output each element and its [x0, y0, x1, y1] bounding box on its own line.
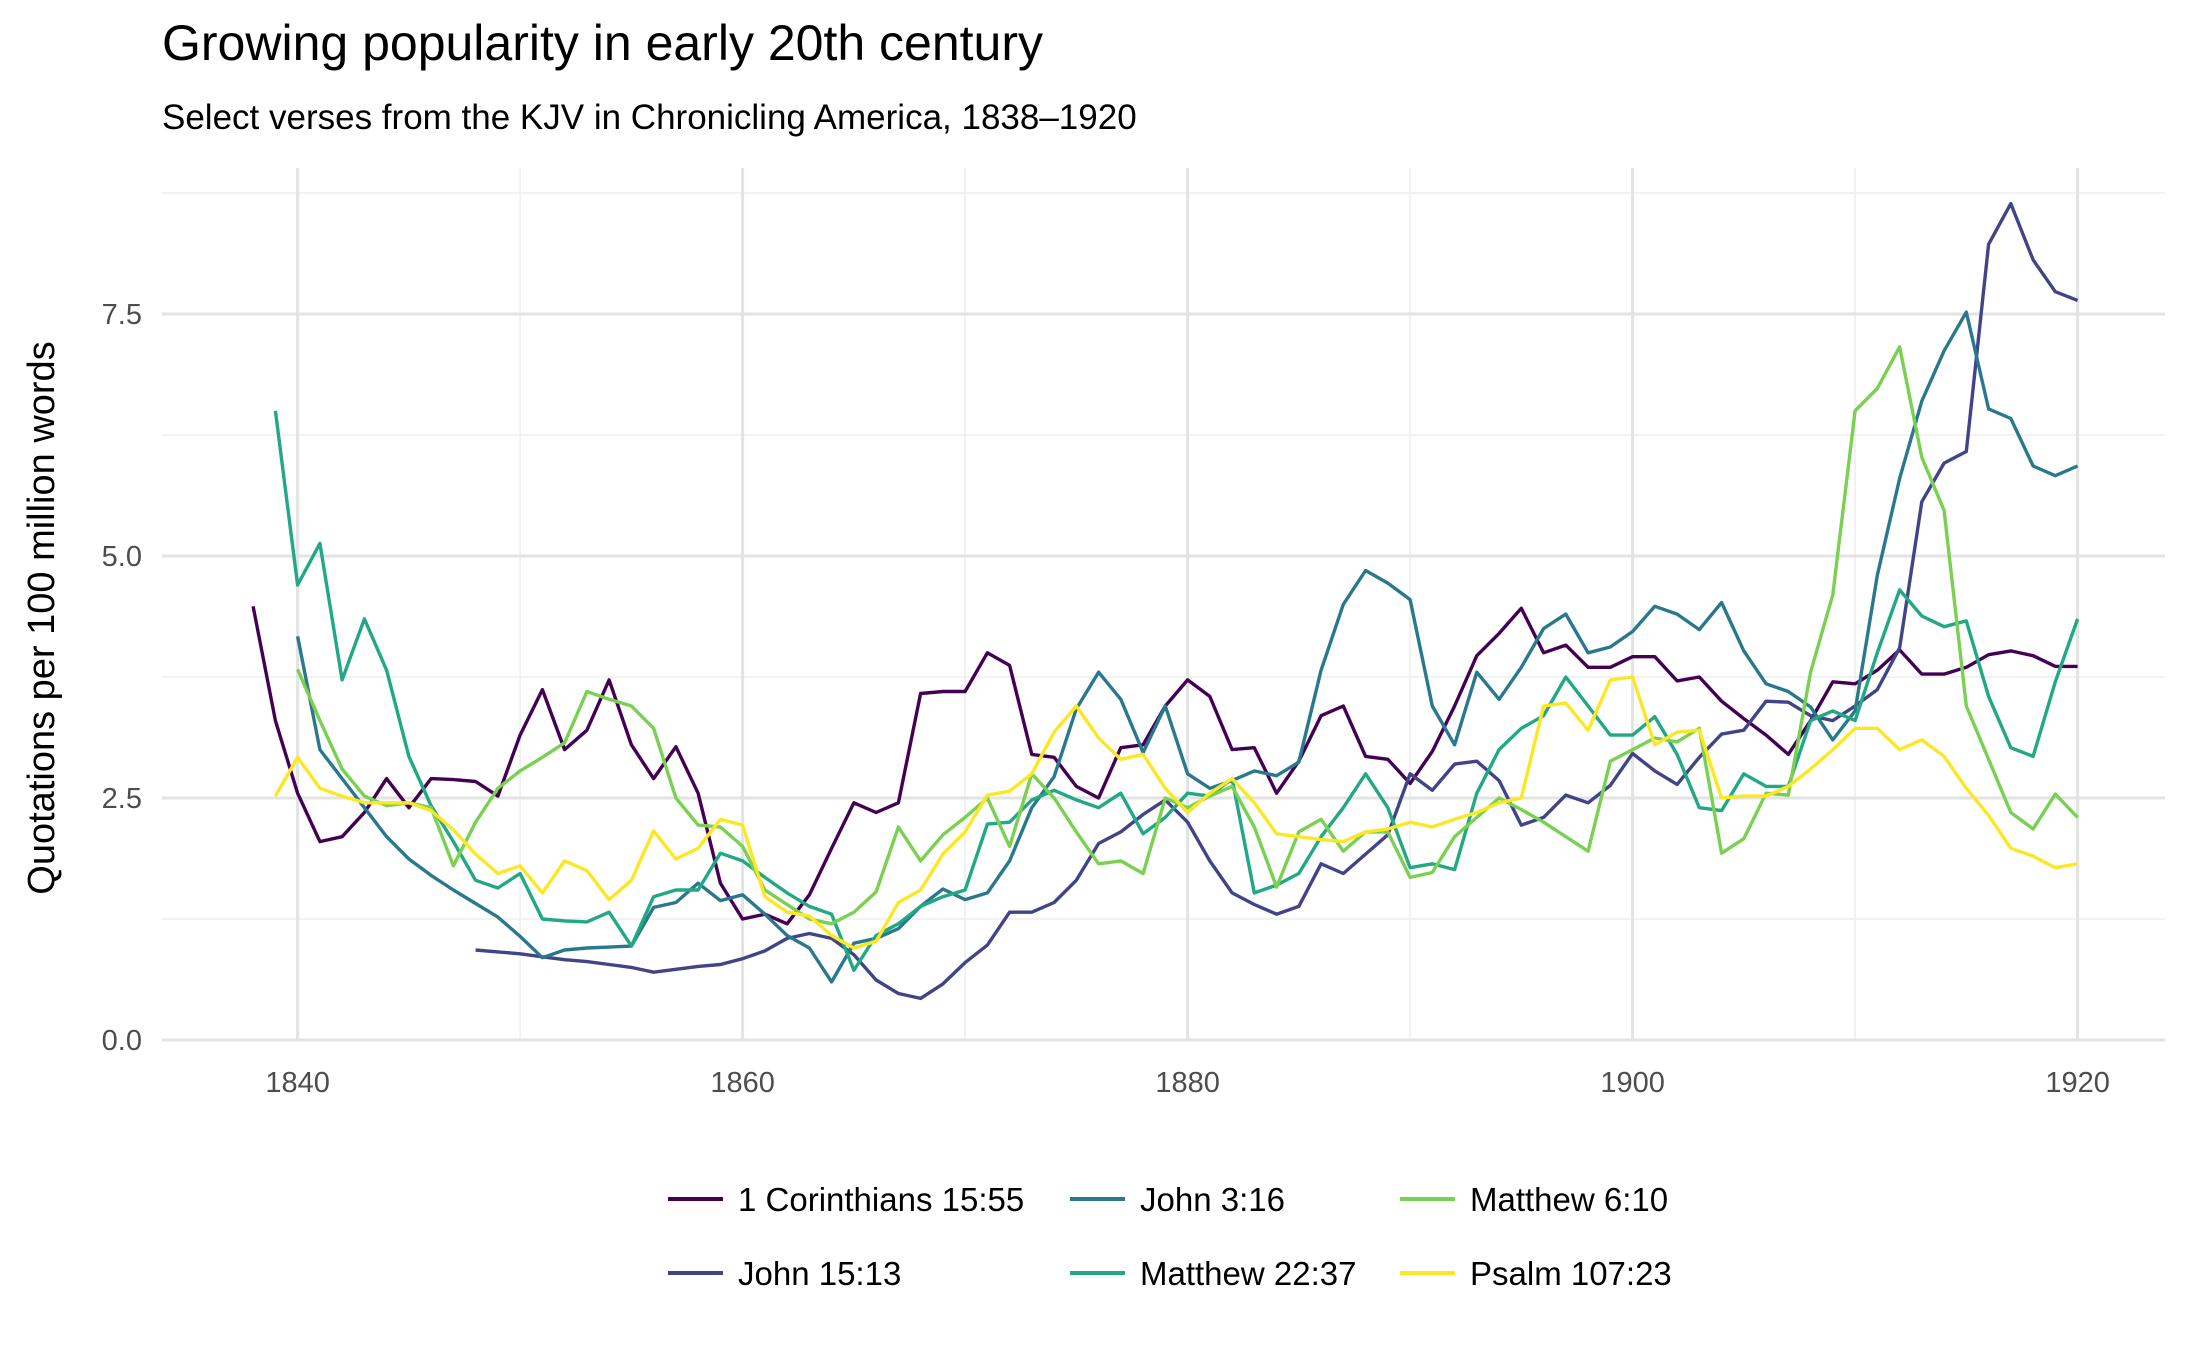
- series-line: [296, 345, 2079, 926]
- y-tick-label: 2.5: [102, 783, 142, 815]
- legend-label: Psalm 107:23: [1470, 1255, 1672, 1292]
- series-line: [273, 410, 2080, 972]
- legend: 1 Corinthians 15:55 John 15:13 John 3:16 Ma…: [668, 1181, 1672, 1292]
- y-tick-label: 7.5: [102, 299, 142, 331]
- y-axis-tick-labels: 0.0 2.5 5.0 7.5: [102, 299, 142, 1057]
- series-line: [295, 310, 2079, 984]
- x-tick-label: 1880: [1155, 1067, 1220, 1099]
- x-tick-label: 1920: [2045, 1067, 2110, 1099]
- series-line: [273, 675, 2078, 950]
- major-gridlines: [162, 168, 2165, 1042]
- series-lines: [251, 201, 2080, 1001]
- legend-label: John 3:16: [1140, 1181, 1285, 1218]
- x-tick-label: 1860: [710, 1067, 775, 1099]
- chart-title: Growing popularity in early 20th century: [162, 15, 1044, 71]
- legend-label: John 15:13: [738, 1255, 901, 1292]
- minor-gridlines: [162, 168, 2165, 1040]
- legend-label: Matthew 22:37: [1140, 1255, 1356, 1292]
- chart-subtitle: Select verses from the KJV in Chroniclin…: [162, 98, 1137, 137]
- x-axis-tick-labels: 1840 1860 1880 1900 1920: [265, 1067, 2110, 1099]
- series-line: [475, 201, 2079, 1001]
- y-tick-label: 0.0: [102, 1025, 142, 1057]
- y-axis-title: Quotations per 100 million words: [21, 341, 63, 894]
- x-tick-label: 1900: [1600, 1067, 1665, 1099]
- legend-label: Matthew 6:10: [1470, 1181, 1668, 1218]
- x-tick-label: 1840: [265, 1067, 330, 1099]
- legend-label: 1 Corinthians 15:55: [738, 1181, 1024, 1218]
- y-tick-label: 5.0: [102, 541, 142, 573]
